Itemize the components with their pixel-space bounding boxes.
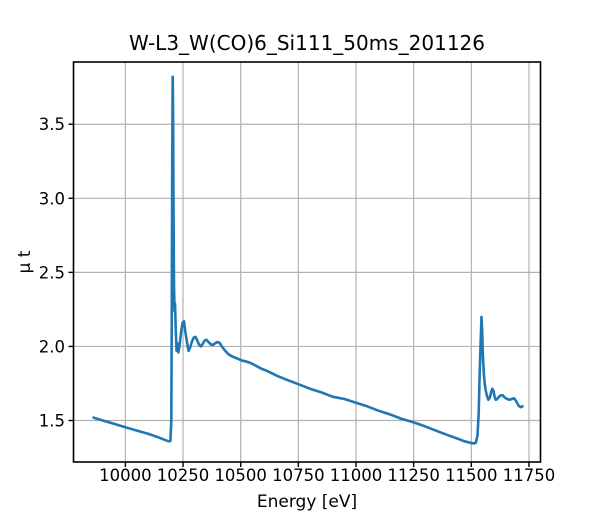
x-axis-label: Energy [eV] xyxy=(257,492,357,512)
chart-title: W-L3_W(CO)6_Si111_50ms_201126 xyxy=(129,31,485,55)
y-tick-label: 2.5 xyxy=(39,263,65,282)
x-tick-label: 11750 xyxy=(503,466,556,485)
x-tick-label: 11000 xyxy=(330,466,383,485)
y-tick-label: 3.0 xyxy=(39,189,65,208)
x-tick-label: 10750 xyxy=(272,466,325,485)
grid-layer xyxy=(73,62,541,462)
axes-frame xyxy=(72,61,542,463)
x-tick-label: 11250 xyxy=(387,466,440,485)
x-tick-label: 11500 xyxy=(445,466,498,485)
y-tick-label: 3.5 xyxy=(39,115,65,134)
x-tick-label: 10250 xyxy=(157,466,210,485)
tick-mark-layer xyxy=(68,123,530,467)
y-axis-label: μ t xyxy=(15,250,35,273)
data-series-line xyxy=(92,75,524,445)
y-tick-label: 1.5 xyxy=(39,412,65,431)
x-tick-label: 10500 xyxy=(214,466,267,485)
tick-label-layer: 10000 10250 10500 10750 11000 11250 11500 11750… xyxy=(39,115,555,485)
x-tick-label: 10000 xyxy=(99,466,152,485)
y-tick-label: 2.0 xyxy=(39,337,65,356)
